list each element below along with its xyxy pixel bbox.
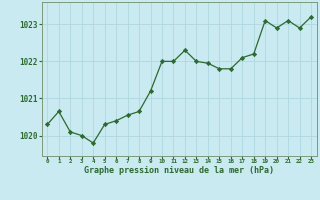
- X-axis label: Graphe pression niveau de la mer (hPa): Graphe pression niveau de la mer (hPa): [84, 166, 274, 175]
